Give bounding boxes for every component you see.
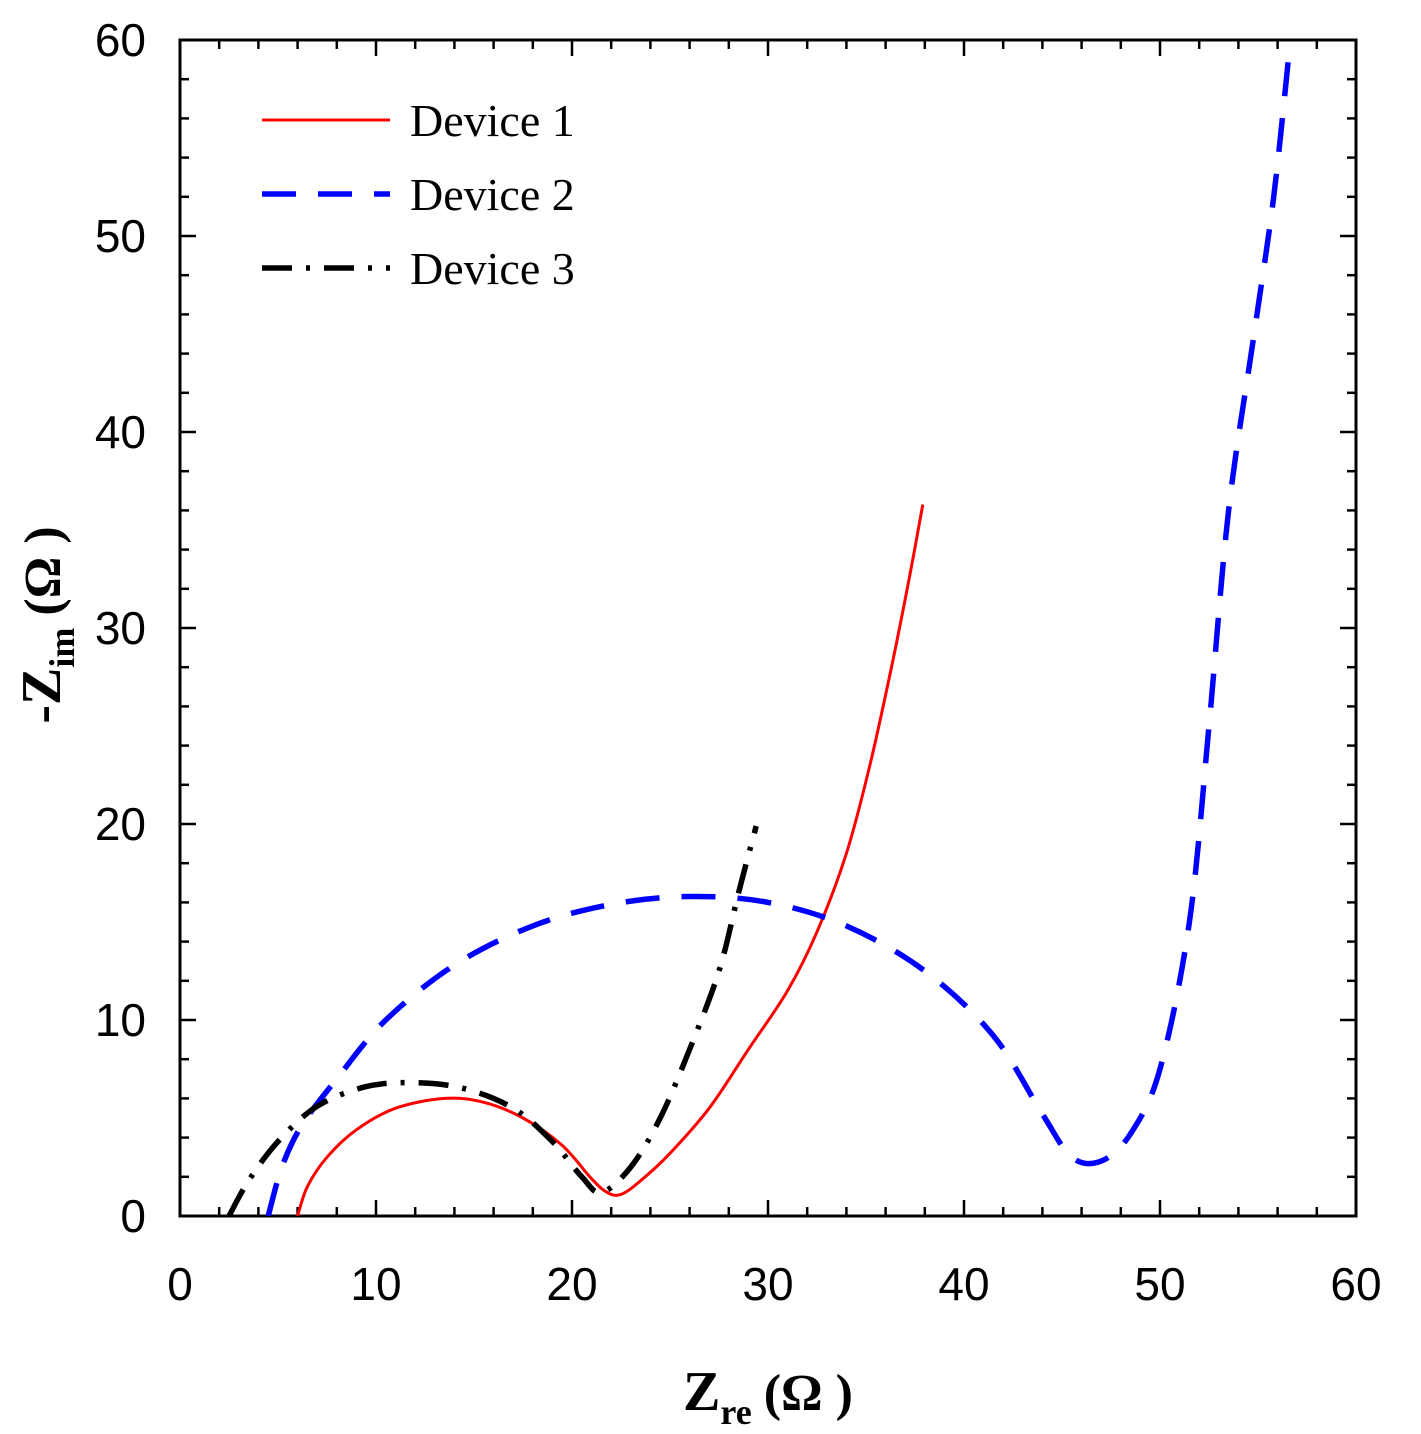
- series-line-2: [265, 49, 1293, 1216]
- x-tick-label: 60: [1330, 1258, 1381, 1310]
- legend-label-1: Device 1: [410, 95, 575, 146]
- y-axis-title-sub: im: [42, 628, 82, 668]
- plot-border: [178, 38, 1358, 1218]
- legend: Device 1 Device 2 Device 3: [262, 95, 575, 294]
- x-tick-label: 40: [938, 1258, 989, 1310]
- x-tick-label: 30: [742, 1258, 793, 1310]
- x-tick-label: 10: [350, 1258, 401, 1310]
- x-axis-title: Zre (Ω ): [683, 1361, 853, 1432]
- x-axis-title-sub: re: [720, 1392, 751, 1432]
- x-axis-title-main: Z: [683, 1361, 720, 1423]
- y-tick-label: 60: [95, 14, 146, 66]
- plot-frame: [178, 38, 1358, 1218]
- series-line-3: [226, 825, 759, 1216]
- axis-ticks: [178, 38, 1358, 1218]
- tick-labels: 0 10 20 30 40 50 60 0 10 20 30 40 50 60: [95, 14, 1382, 1310]
- x-tick-label: 0: [167, 1258, 193, 1310]
- series-group: [226, 49, 1293, 1216]
- y-tick-label: 40: [95, 406, 146, 458]
- legend-label-3: Device 3: [410, 243, 575, 294]
- y-tick-label: 20: [95, 798, 146, 850]
- y-tick-label: 10: [95, 994, 146, 1046]
- legend-label-2: Device 2: [410, 169, 575, 220]
- y-axis-title-unit: (Ω ): [15, 526, 72, 615]
- y-tick-label: 0: [120, 1190, 146, 1242]
- y-axis-title-main: -Z: [11, 668, 73, 724]
- y-axis-title: -Zim (Ω ): [11, 526, 82, 723]
- y-tick-label: 50: [95, 210, 146, 262]
- series-line-1: [296, 504, 925, 1216]
- x-tick-label: 50: [1134, 1258, 1185, 1310]
- x-axis-title-unit: (Ω ): [764, 1365, 853, 1422]
- y-tick-label: 30: [95, 602, 146, 654]
- x-tick-label: 20: [546, 1258, 597, 1310]
